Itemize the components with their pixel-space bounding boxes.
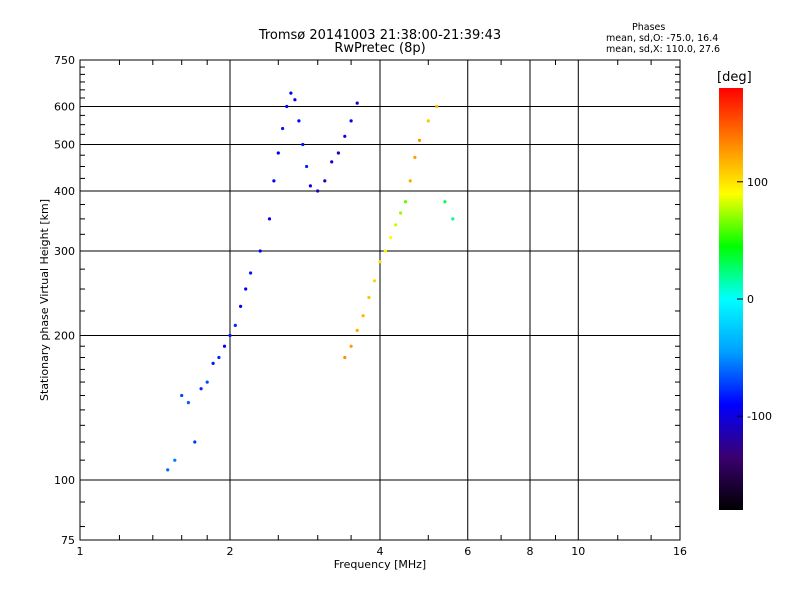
colorbar-tick-label: 0 (747, 293, 754, 306)
data-point (451, 217, 455, 221)
y-tick-label: 100 (54, 474, 75, 487)
data-point (343, 355, 347, 360)
y-tick-label: 500 (54, 139, 75, 152)
y-tick-label: 300 (54, 245, 75, 258)
colorbar-tick-label: 100 (747, 176, 768, 189)
data-point (293, 98, 297, 102)
data-point (361, 314, 365, 318)
data-point (389, 236, 393, 240)
data-point (233, 323, 237, 327)
stats-heading: Phases (632, 22, 666, 33)
data-point (166, 468, 170, 472)
data-point (367, 295, 371, 300)
x-tick-label: 2 (227, 545, 234, 558)
data-point (408, 179, 412, 183)
data-point (258, 249, 262, 253)
data-point (355, 101, 359, 105)
data-point (180, 393, 184, 398)
data-point (205, 380, 209, 384)
y-tick-label: 200 (54, 330, 75, 343)
x-axis-label: Frequency [MHz] (334, 558, 426, 571)
x-tick-label: 1 (77, 545, 84, 558)
data-point (349, 344, 353, 348)
data-point (173, 458, 177, 462)
x-tick-label: 4 (377, 545, 384, 558)
data-point (308, 184, 312, 188)
data-point (244, 287, 248, 291)
y-tick-label: 75 (61, 534, 75, 547)
chart-title-line2: RwPretec (8p) (334, 41, 426, 56)
data-point (249, 271, 253, 275)
x-tick-label: 10 (571, 545, 585, 558)
data-point (272, 179, 276, 183)
data-point (343, 134, 347, 138)
data-point (349, 119, 353, 123)
series-o-points (166, 91, 359, 472)
data-point (281, 126, 285, 131)
data-point (193, 440, 197, 444)
data-point (443, 200, 447, 204)
data-point (276, 151, 280, 155)
data-point (378, 260, 382, 264)
data-point (417, 138, 422, 142)
data-point (336, 151, 340, 155)
data-point (305, 164, 309, 169)
y-tick-label: 400 (54, 185, 75, 198)
x-tick-label: 6 (464, 545, 471, 558)
data-point (330, 160, 334, 164)
stats-x-mode: mean, sd,X: 110.0, 27.6 (606, 44, 721, 55)
data-point (199, 387, 203, 391)
chart-title-line1: Tromsø 20141003 21:38:00-21:39:43 (258, 28, 502, 43)
data-point (435, 104, 439, 109)
data-point (372, 279, 377, 283)
data-point (239, 304, 243, 308)
data-point (301, 142, 305, 147)
data-point (426, 119, 430, 123)
y-tick-label: 600 (54, 101, 75, 114)
data-point (186, 401, 190, 405)
data-point (289, 91, 293, 95)
colorbar-tick-label: -100 (747, 410, 772, 423)
data-point (222, 344, 227, 348)
data-point (267, 217, 272, 221)
data-point (403, 200, 408, 204)
data-point (297, 119, 301, 123)
data-point (316, 189, 320, 193)
data-point (355, 328, 359, 332)
y-tick-label: 750 (54, 54, 75, 67)
data-point (228, 333, 232, 338)
data-point (394, 223, 398, 227)
data-point (211, 361, 215, 365)
data-point (285, 104, 289, 109)
x-tick-label: 16 (673, 545, 687, 558)
data-point (217, 355, 221, 360)
data-point (413, 155, 417, 159)
series-x-points (343, 104, 455, 360)
colorbar-unit-label: [deg] (717, 70, 752, 85)
data-point (399, 211, 403, 215)
data-point (323, 179, 327, 183)
stats-o-mode: mean, sd,O: -75.0, 16.4 (606, 33, 719, 44)
x-tick-label: 8 (527, 545, 534, 558)
data-point (383, 249, 387, 253)
y-axis-label: Stationary phase Virtual Height [km] (38, 199, 51, 401)
